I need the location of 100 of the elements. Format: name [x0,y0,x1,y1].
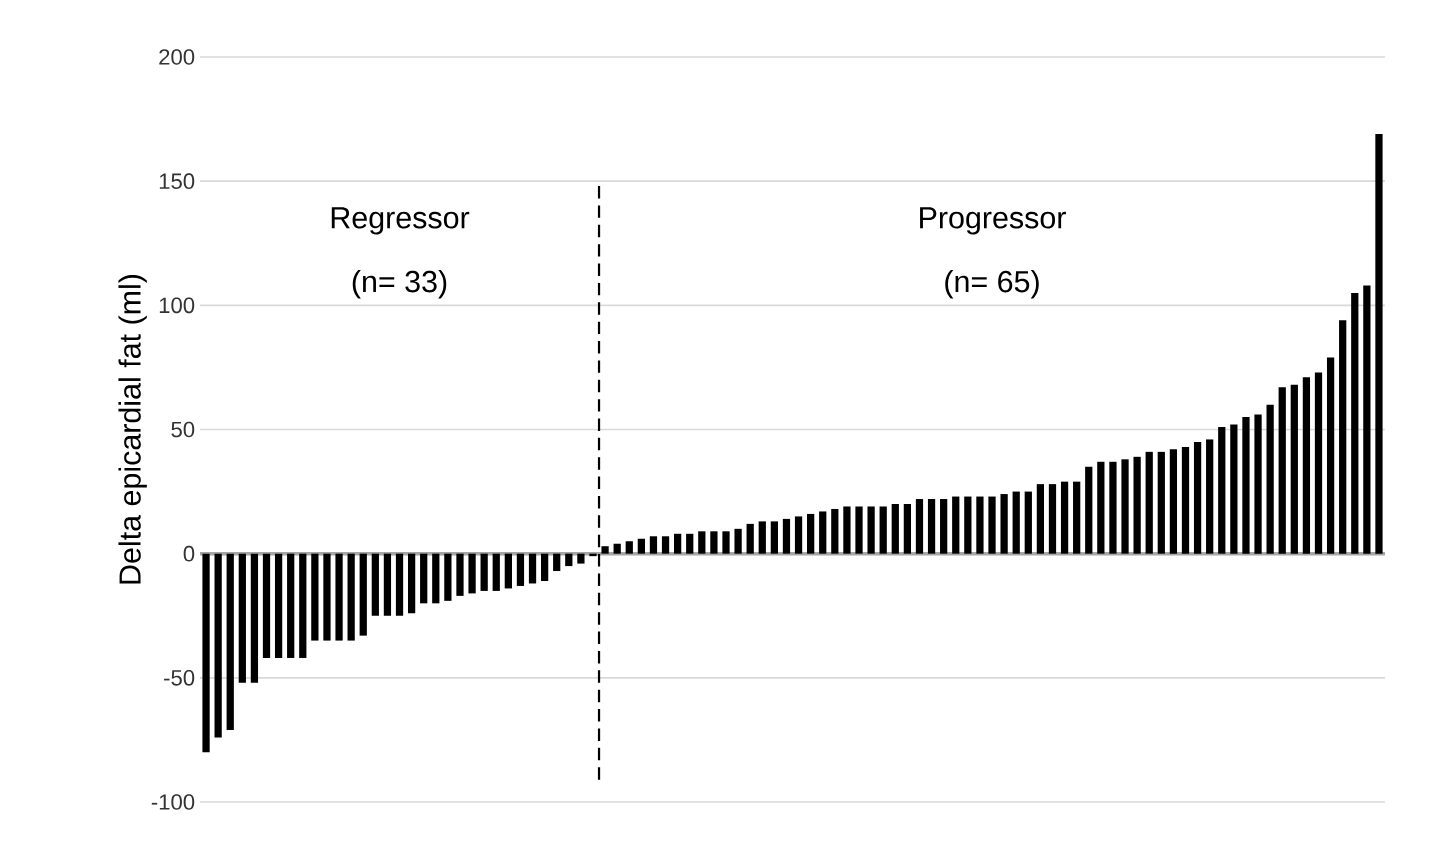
bar [1254,414,1262,554]
bar [819,511,827,554]
bar [444,553,452,601]
bar [1266,404,1274,554]
bar [1193,441,1202,554]
bar [250,553,259,683]
bar [976,496,984,554]
y-tick-label: 150 [159,173,195,189]
bar [1278,387,1286,554]
bar [1290,384,1298,554]
bar [407,553,416,614]
bar [1206,439,1214,554]
bar [1302,377,1311,554]
bar [1133,456,1141,554]
bar [782,518,791,554]
bar [674,533,682,554]
bar [1024,491,1032,554]
y-tick-label: 200 [159,49,195,65]
bar [940,499,948,554]
annotation: (n= 65) [945,270,1039,299]
bar [637,538,645,554]
bar [988,496,996,554]
bar [214,553,222,738]
bar [1121,459,1129,554]
bar [553,553,561,572]
bar [1000,494,1008,554]
annotation: Regressor [331,207,470,235]
y-tick-label: -50 [164,670,195,686]
bar [347,553,355,641]
bar [867,506,875,554]
bar [1073,481,1081,554]
bar [238,553,246,683]
bar [625,541,633,554]
bar [927,499,936,554]
bar [1242,417,1250,554]
bar [371,553,379,616]
bar [1339,320,1347,554]
bar [1109,461,1117,554]
bar [1314,372,1323,554]
bar [262,553,271,658]
annotation: (n= 33) [352,270,447,299]
bar [287,553,295,658]
y-tick-label: 50 [171,421,195,438]
bar [758,521,766,554]
bar [540,553,549,581]
bar [879,506,887,554]
bar [516,553,525,586]
bar [274,553,283,658]
bar [1145,451,1153,554]
bar [734,528,742,554]
bar [456,553,464,596]
bar [1218,427,1226,554]
bar [649,536,658,554]
bar [770,521,778,554]
bar [855,506,863,554]
bar [831,508,839,554]
bar [1036,484,1045,554]
bar [311,553,319,641]
y-tick-label: 100 [159,297,195,314]
bar [420,553,428,604]
y-axis-title: Delta epicardial fat (ml) [118,274,147,584]
bar [1181,446,1190,554]
bar [1097,461,1105,554]
bar [686,533,694,554]
bar [1363,285,1371,554]
bar [577,553,585,564]
bar [1157,451,1165,554]
bar [1085,466,1093,554]
bar [915,499,924,554]
bar [480,553,488,591]
bar [891,504,899,554]
annotation: Progressor [920,207,1066,235]
bar [359,553,367,636]
bar [468,553,476,594]
bar [202,553,210,753]
bar [1048,484,1057,554]
bar [299,553,307,658]
bar [565,553,573,567]
bar [528,553,537,584]
bar [323,553,331,641]
bar [504,553,512,589]
bar [492,553,500,591]
bar [710,531,718,554]
bar [395,553,404,616]
bar [1230,424,1238,554]
bar [722,531,730,554]
bar [335,553,343,641]
bar [432,553,440,604]
bar [698,531,706,554]
bar [952,496,960,554]
bar [1326,357,1335,554]
bar [1012,491,1020,554]
bar [1375,133,1383,554]
bar [661,536,670,554]
y-tick-label: 0 [183,545,195,562]
bar [964,496,972,554]
bar [807,513,815,554]
bar [1351,292,1359,554]
bar [843,506,851,554]
bar [746,523,754,554]
